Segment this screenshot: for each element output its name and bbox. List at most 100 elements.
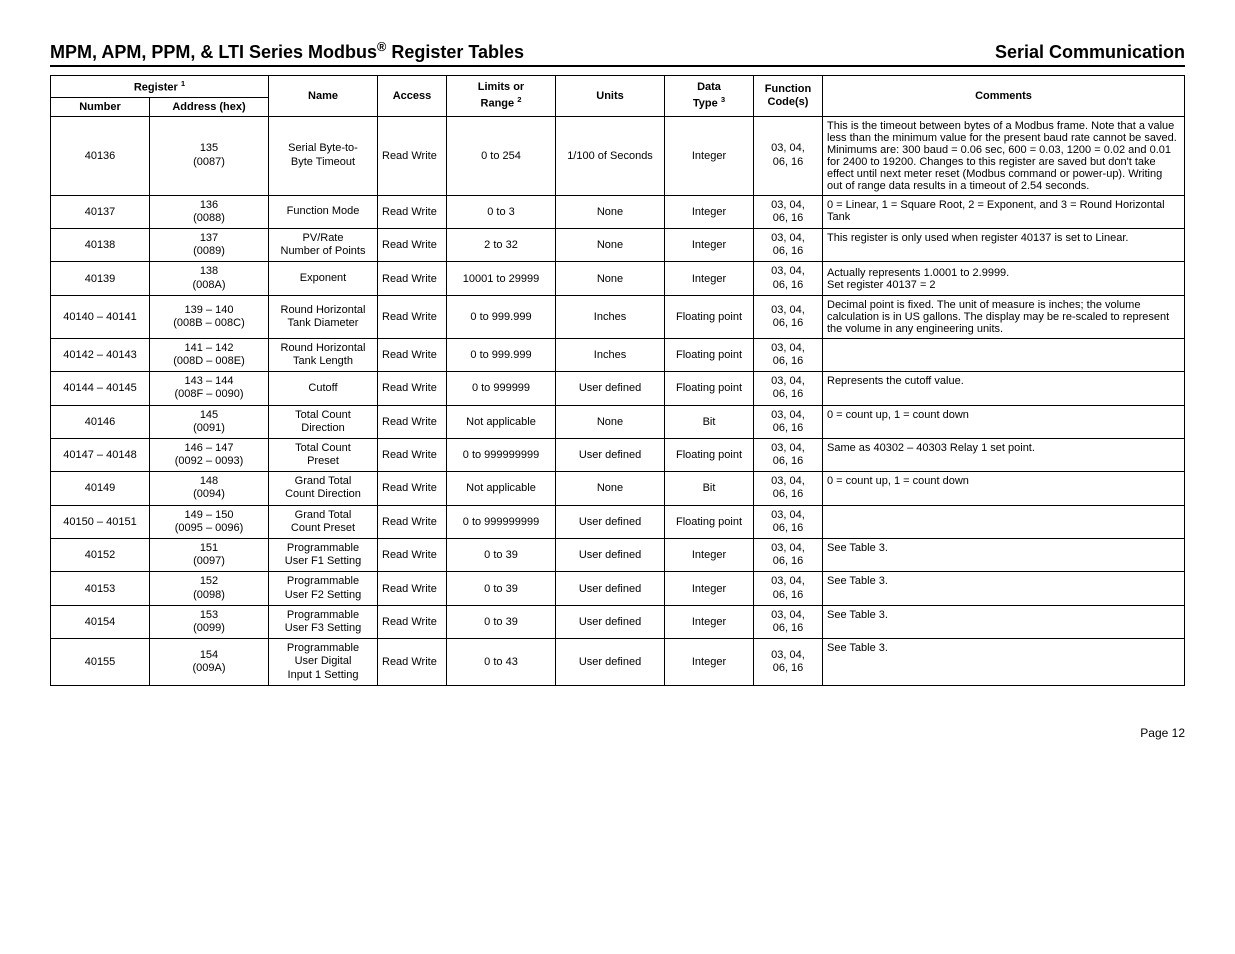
cell-name: Grand TotalCount Direction <box>269 472 378 505</box>
table-row: 40142 – 40143141 – 142(008D – 008E)Round… <box>51 338 1185 371</box>
page-header: MPM, APM, PPM, & LTI Series Modbus® Regi… <box>50 40 1185 67</box>
cell-units: User defined <box>556 639 665 686</box>
cell-comments: 0 = Linear, 1 = Square Root, 2 = Exponen… <box>823 195 1185 228</box>
table-row: 40146145(0091)Total CountDirectionRead W… <box>51 405 1185 438</box>
cell-comments: Decimal point is fixed. The unit of meas… <box>823 295 1185 338</box>
table-row: 40153152(0098)ProgrammableUser F2 Settin… <box>51 572 1185 605</box>
cell-number: 40155 <box>51 639 150 686</box>
cell-address: 143 – 144(008F – 0090) <box>150 372 269 405</box>
cell-units: Inches <box>556 295 665 338</box>
cell-number: 40142 – 40143 <box>51 338 150 371</box>
cell-func: 03, 04,06, 16 <box>754 605 823 638</box>
cell-comments <box>823 505 1185 538</box>
cell-comments: Represents the cutoff value. <box>823 372 1185 405</box>
table-row: 40144 – 40145143 – 144(008F – 0090)Cutof… <box>51 372 1185 405</box>
cell-access: Read Write <box>378 438 447 471</box>
cell-access: Read Write <box>378 505 447 538</box>
cell-number: 40149 <box>51 472 150 505</box>
cell-func: 03, 04,06, 16 <box>754 195 823 228</box>
cell-datatype: Floating point <box>665 505 754 538</box>
cell-access: Read Write <box>378 605 447 638</box>
cell-func: 03, 04,06, 16 <box>754 116 823 195</box>
cell-datatype: Integer <box>665 116 754 195</box>
page-footer: Page 12 <box>50 726 1185 740</box>
title-right: Serial Communication <box>995 42 1185 63</box>
cell-limits: Not applicable <box>447 472 556 505</box>
cell-units: None <box>556 229 665 262</box>
cell-number: 40147 – 40148 <box>51 438 150 471</box>
cell-number: 40139 <box>51 262 150 295</box>
cell-datatype: Integer <box>665 572 754 605</box>
th-address: Address (hex) <box>150 97 269 116</box>
cell-datatype: Bit <box>665 405 754 438</box>
th-register-group: Register 1 <box>51 76 269 98</box>
cell-address: 146 – 147(0092 – 0093) <box>150 438 269 471</box>
cell-comments: See Table 3. <box>823 605 1185 638</box>
cell-limits: 0 to 254 <box>447 116 556 195</box>
cell-number: 40137 <box>51 195 150 228</box>
title-left-sup: ® <box>377 40 386 54</box>
cell-address: 139 – 140(008B – 008C) <box>150 295 269 338</box>
cell-comments: This register is only used when register… <box>823 229 1185 262</box>
cell-address: 138(008A) <box>150 262 269 295</box>
th-number: Number <box>51 97 150 116</box>
th-func: Function Code(s) <box>754 76 823 117</box>
table-row: 40155154(009A)ProgrammableUser DigitalIn… <box>51 639 1185 686</box>
cell-comments: Actually represents 1.0001 to 2.9999.Set… <box>823 262 1185 295</box>
cell-limits: 0 to 39 <box>447 572 556 605</box>
cell-limits: 0 to 3 <box>447 195 556 228</box>
cell-number: 40140 – 40141 <box>51 295 150 338</box>
cell-comments: See Table 3. <box>823 639 1185 686</box>
cell-name: Round HorizontalTank Length <box>269 338 378 371</box>
title-left-pre: MPM, APM, PPM, & LTI Series Modbus <box>50 42 377 62</box>
cell-units: None <box>556 195 665 228</box>
cell-units: 1/100 of Seconds <box>556 116 665 195</box>
table-row: 40154153(0099)ProgrammableUser F3 Settin… <box>51 605 1185 638</box>
cell-units: None <box>556 262 665 295</box>
cell-access: Read Write <box>378 116 447 195</box>
cell-number: 40153 <box>51 572 150 605</box>
table-row: 40137136(0088)Function ModeRead Write0 t… <box>51 195 1185 228</box>
cell-comments: See Table 3. <box>823 539 1185 572</box>
cell-units: User defined <box>556 438 665 471</box>
cell-address: 153(0099) <box>150 605 269 638</box>
table-row: 40139138(008A)ExponentRead Write10001 to… <box>51 262 1185 295</box>
cell-units: User defined <box>556 505 665 538</box>
cell-limits: 0 to 999.999 <box>447 338 556 371</box>
cell-access: Read Write <box>378 572 447 605</box>
cell-name: ProgrammableUser F1 Setting <box>269 539 378 572</box>
cell-comments: This is the timeout between bytes of a M… <box>823 116 1185 195</box>
th-datatype: Data Type 3 <box>665 76 754 117</box>
cell-func: 03, 04,06, 16 <box>754 338 823 371</box>
cell-address: 141 – 142(008D – 008E) <box>150 338 269 371</box>
th-units: Units <box>556 76 665 117</box>
cell-units: User defined <box>556 372 665 405</box>
cell-units: Inches <box>556 338 665 371</box>
cell-name: Exponent <box>269 262 378 295</box>
cell-access: Read Write <box>378 472 447 505</box>
cell-datatype: Floating point <box>665 438 754 471</box>
cell-units: None <box>556 472 665 505</box>
cell-address: 152(0098) <box>150 572 269 605</box>
cell-comments <box>823 338 1185 371</box>
cell-address: 149 – 150(0095 – 0096) <box>150 505 269 538</box>
cell-name: Round HorizontalTank Diameter <box>269 295 378 338</box>
cell-comments: 0 = count up, 1 = count down <box>823 472 1185 505</box>
table-row: 40138137(0089)PV/RateNumber of PointsRea… <box>51 229 1185 262</box>
register-table: Register 1 Name Access Limits or Range 2… <box>50 75 1185 686</box>
cell-address: 145(0091) <box>150 405 269 438</box>
cell-access: Read Write <box>378 338 447 371</box>
cell-limits: 10001 to 29999 <box>447 262 556 295</box>
cell-func: 03, 04,06, 16 <box>754 229 823 262</box>
cell-access: Read Write <box>378 639 447 686</box>
cell-access: Read Write <box>378 229 447 262</box>
cell-datatype: Floating point <box>665 372 754 405</box>
cell-name: PV/RateNumber of Points <box>269 229 378 262</box>
cell-limits: 0 to 999999999 <box>447 505 556 538</box>
cell-address: 136(0088) <box>150 195 269 228</box>
table-row: 40149148(0094)Grand TotalCount Direction… <box>51 472 1185 505</box>
cell-func: 03, 04,06, 16 <box>754 572 823 605</box>
cell-comments: 0 = count up, 1 = count down <box>823 405 1185 438</box>
cell-access: Read Write <box>378 372 447 405</box>
cell-func: 03, 04,06, 16 <box>754 539 823 572</box>
